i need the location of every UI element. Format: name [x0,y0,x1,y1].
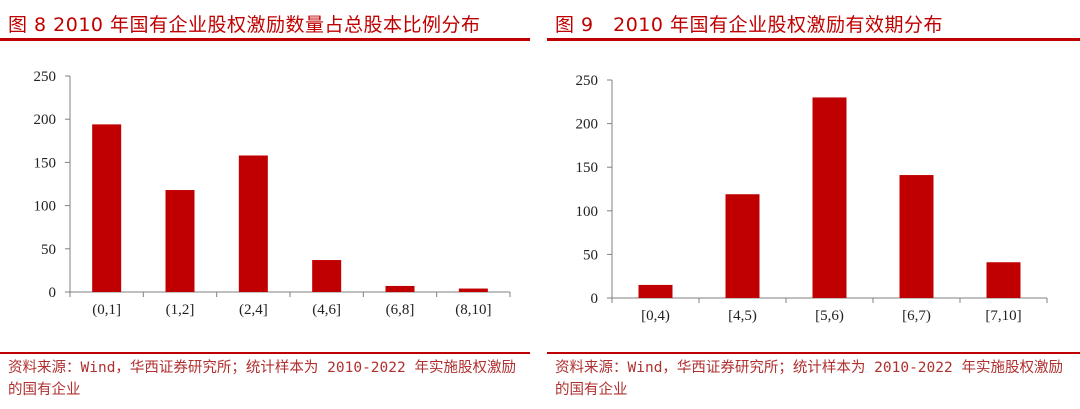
source-divider [547,352,1080,354]
bar [725,194,760,298]
chart-panel-right: 图 9 2010 年国有企业股权激励有效期分布 0 50 100 150 200 250 [… [547,0,1080,409]
y-tick-label: 150 [34,155,57,171]
bar [458,288,488,292]
y-tick-label: 200 [34,112,57,128]
y-tick-label: 150 [576,160,599,176]
y-tick-label: 250 [34,69,57,85]
y-tick-label: 50 [583,247,598,263]
y-tick-label: 100 [34,199,57,215]
x-tick-label: (0,1] [92,302,121,318]
x-tick-label: (1,2] [166,302,195,318]
bar-chart-share-of-capital: 0 50 100 150 200 250 (0,1] (1,2] (2,4] (4,6] (6,8]… [34,69,511,318]
bar [92,124,122,292]
x-tick-label: [5,6) [815,308,844,324]
y-tick-label: 100 [576,204,599,220]
source-divider [0,352,530,354]
y-tick-label: 250 [576,73,599,89]
x-tick-label: (4,6] [312,302,341,318]
bar [812,97,847,298]
y-tick-label: 0 [591,291,599,307]
bar [238,155,268,292]
source-note: 资料来源：Wind，华西证券研究所；统计样本为 2010-2022 年实施股权激… [555,360,1063,398]
x-tick-label: (6,8] [386,302,415,318]
x-tick-label: (2,4] [239,302,268,318]
bar [899,175,934,298]
bar [312,260,342,292]
source-note: 资料来源：Wind，华西证券研究所；统计样本为 2010-2022 年实施股权激… [8,360,516,398]
bar [638,284,673,298]
y-tick-label: 50 [41,242,56,258]
x-tick-label: [4,5) [728,308,757,324]
x-tick-label: (8,10] [455,302,491,318]
bar [385,285,415,292]
figure-title: 图 9 2010 年国有企业股权激励有效期分布 [555,14,944,36]
title-divider [0,38,530,41]
x-tick-label: [0,4) [641,308,670,324]
x-tick-label: [6,7) [902,308,931,324]
x-tick-label: [7,10] [985,308,1021,324]
bar [165,190,195,292]
y-tick-label: 0 [49,285,57,301]
chart-panel-left: 图 8 2010 年国有企业股权激励数量占总股本比例分布 0 50 100 150 20… [0,0,530,409]
title-divider [547,38,1080,41]
bar-chart-validity-period: 0 50 100 150 200 250 [0,4) [4,5) [5,6) [6,7) [7,10… [576,73,1048,324]
figure-title: 图 8 2010 年国有企业股权激励数量占总股本比例分布 [8,14,481,36]
y-tick-label: 200 [576,117,599,133]
bar [986,262,1021,298]
